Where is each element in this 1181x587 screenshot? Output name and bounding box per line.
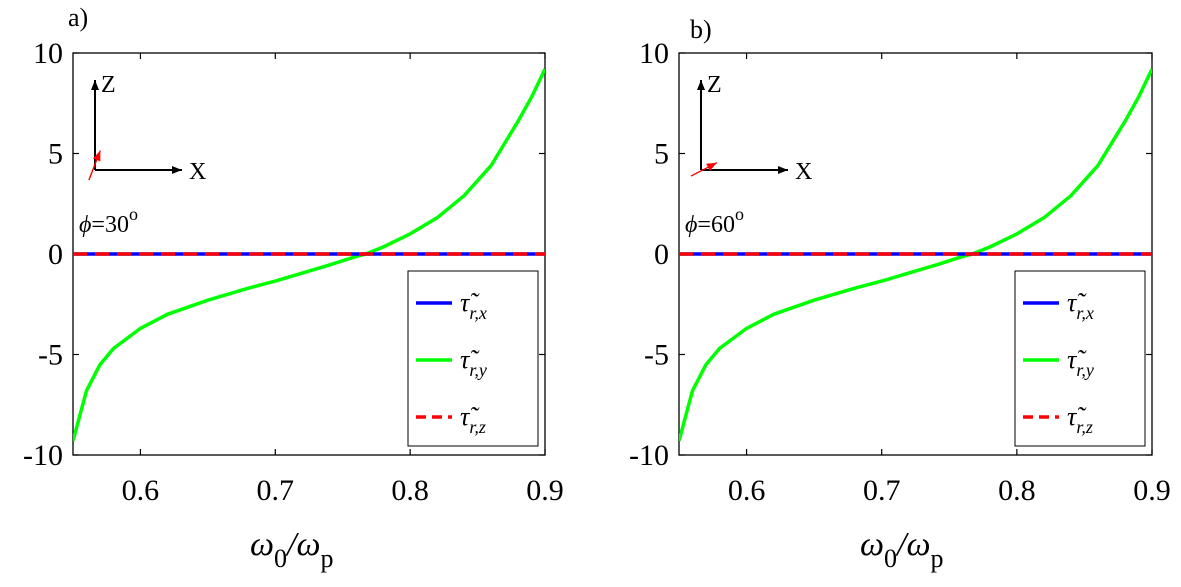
x-tick-label: 0.8 <box>391 474 429 507</box>
y-tick-label: 10 <box>33 37 63 70</box>
z-axis-label: Z <box>707 72 722 98</box>
panel-label: a) <box>68 3 88 32</box>
y-tick-label: 0 <box>48 238 63 271</box>
coordinate-inset: Z Xϕ=30o <box>79 72 206 238</box>
phi-vector-arrow-head <box>92 150 101 162</box>
y-tick-label: -10 <box>23 439 63 472</box>
x-axis-label: ω0/ωp <box>860 526 943 573</box>
x-axis-inset-label: X <box>189 159 206 185</box>
x-tick-label: 0.8 <box>998 474 1036 507</box>
legend: τ̃r,xτ̃r,yτ̃r,z <box>1014 270 1146 447</box>
y-tick-label: -5 <box>38 339 63 372</box>
chart-panel-1: a)10 5 0 -5 -10 0.6 0.7 0.8 0.9 ω0/ωp τ̃r,xτ̃r,yτ̃… <box>23 3 564 573</box>
panel-label: b) <box>690 15 712 44</box>
series-line-r-y <box>73 68 545 442</box>
x-tick-label: 0.6 <box>122 474 160 507</box>
z-axis-arrow-head <box>91 80 99 90</box>
x-tick-label: 0.6 <box>728 474 766 507</box>
legend-entry: τ̃r,x <box>460 288 487 323</box>
y-tick-label: 5 <box>48 138 63 171</box>
x-tick-label: 0.7 <box>863 474 901 507</box>
x-tick-label: 0.7 <box>257 474 295 507</box>
y-tick-label: 10 <box>639 37 669 70</box>
z-axis-arrow-head <box>697 80 705 90</box>
x-axis-label: ω0/ωp <box>250 526 333 573</box>
x-axis-inset-label: X <box>795 159 812 185</box>
legend: τ̃r,xτ̃r,yτ̃r,z <box>407 270 539 447</box>
x-axis-arrow-head <box>778 166 788 174</box>
x-tick-label: 0.9 <box>1133 474 1171 507</box>
x-axis-arrow-head <box>172 166 182 174</box>
x-tick-label: 0.9 <box>526 474 564 507</box>
series-line-r-y <box>679 68 1152 442</box>
y-tick-label: 0 <box>654 238 669 271</box>
z-axis-label: Z <box>101 72 116 98</box>
y-tick-label: -10 <box>629 439 669 472</box>
phi-label: ϕ=30o <box>79 204 138 238</box>
y-tick-label: -5 <box>644 339 669 372</box>
phi-vector-arrow-head <box>706 162 717 171</box>
chart-panel-2: b) 10 5 0 -5 -10 0.6 0.7 0.8 0.9 ω0/ωp τ̃r,xτ̃r,yτ̃… <box>629 15 1171 573</box>
y-tick-label: 5 <box>654 138 669 171</box>
phi-label: ϕ=60o <box>685 204 744 238</box>
coordinate-inset: Z Xϕ=60o <box>685 72 812 238</box>
